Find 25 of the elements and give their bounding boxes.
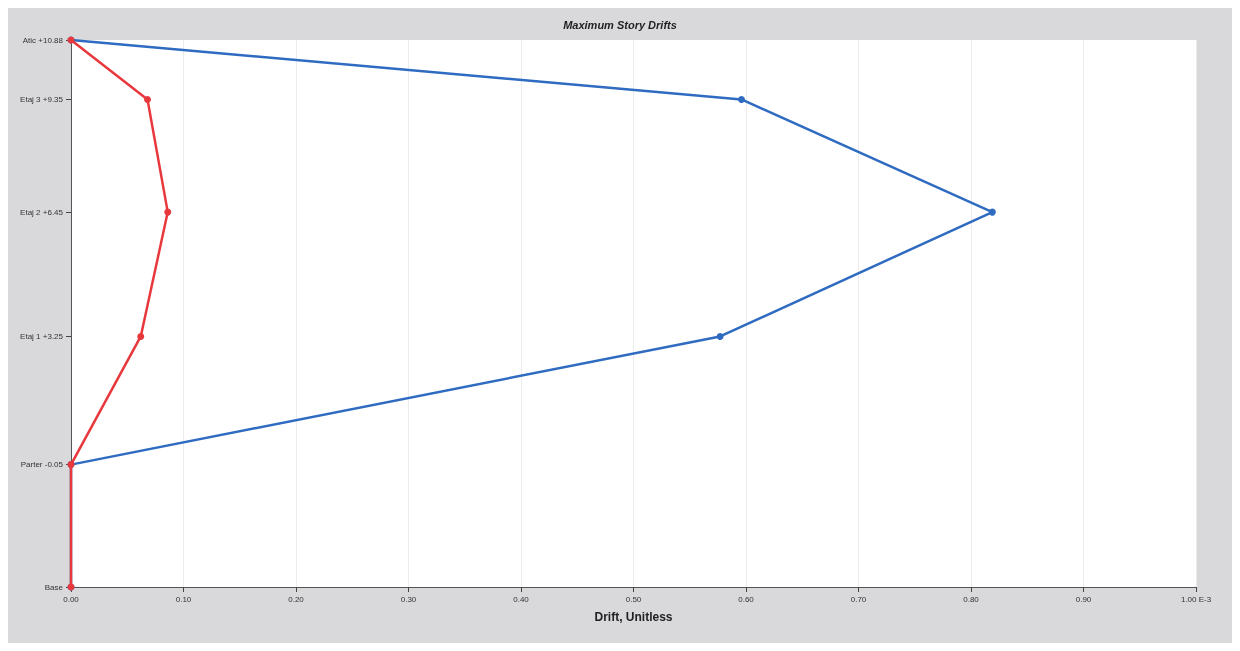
x-tick-label: 0.60 — [738, 594, 755, 604]
point — [738, 95, 745, 103]
chart-title: Maximum Story Drifts — [563, 18, 677, 31]
point — [144, 95, 151, 103]
x-tick-label: 0.50 — [625, 594, 642, 604]
x-tick-label: 0.00 — [63, 594, 80, 604]
y-tick-label: Etaj 3 +9.35 — [20, 94, 64, 104]
x-tick-label: 0.20 — [288, 594, 305, 604]
x-tick-label: 0.80 — [963, 594, 980, 604]
point — [137, 332, 145, 340]
point — [716, 332, 724, 340]
y-tick-label: Etaj 1 +3.25 — [20, 331, 64, 341]
x-axis-title: Drift, Unitless — [594, 610, 673, 624]
x-tick-label: 0.70 — [850, 594, 867, 604]
x-tick-label: 0.10 — [175, 594, 192, 604]
y-tick-label: Parter -0.05 — [20, 460, 64, 470]
point — [988, 208, 996, 216]
point — [164, 208, 172, 216]
x-tick-label: 0.30 — [400, 594, 417, 604]
x-tick-label: 0.40 — [513, 594, 530, 604]
x-tick-label: 0.90 — [1075, 594, 1092, 604]
y-tick-label: Atic +10.88 — [22, 35, 64, 45]
y-tick-label: Base — [44, 582, 64, 592]
x-tick-label: 1.00 E-3 — [1180, 594, 1212, 604]
y-tick-label: Etaj 2 +6.45 — [20, 207, 64, 217]
